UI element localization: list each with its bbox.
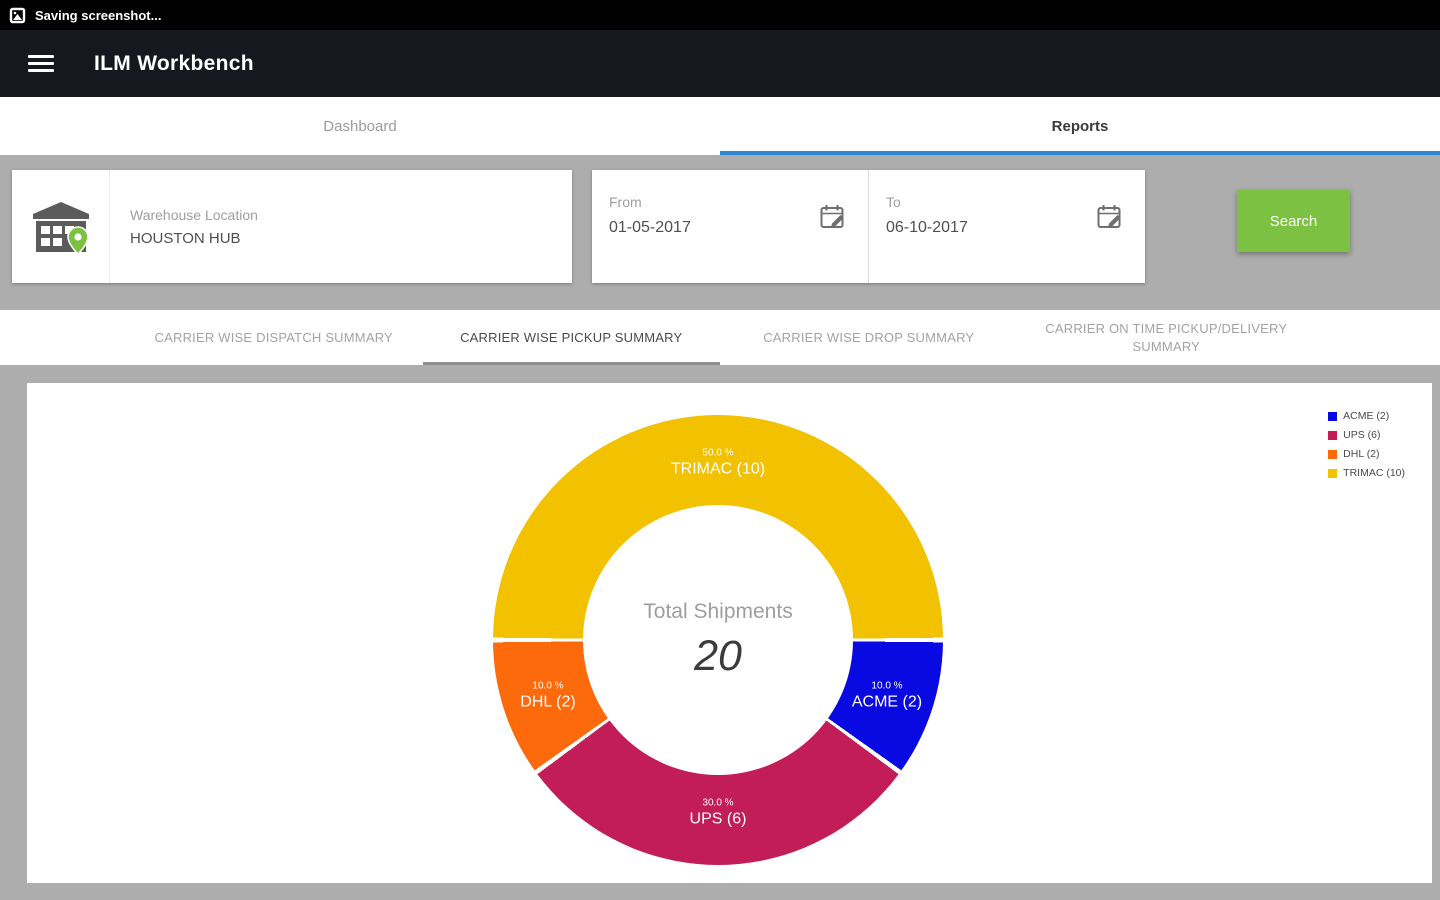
hamburger-menu-icon[interactable] <box>28 51 54 76</box>
slice-label-acme: 10.0 % ACME (2) <box>817 681 957 712</box>
donut-chart: 50.0 % TRIMAC (10) 10.0 % ACME (2) 30.0 … <box>493 415 943 865</box>
legend-label-dhl: DHL (2) <box>1343 448 1380 460</box>
warehouse-label: Warehouse Location <box>130 206 258 223</box>
app-bar: ILM Workbench <box>0 30 1440 97</box>
legend-swatch-trimac <box>1328 468 1338 478</box>
tab-reports[interactable]: Reports <box>720 97 1440 155</box>
from-calendar-icon[interactable] <box>820 204 848 231</box>
total-shipments-label: Total Shipments <box>643 599 793 623</box>
slice-label-trimac: 50.0 % TRIMAC (10) <box>648 448 788 479</box>
legend-swatch-ups <box>1328 430 1338 440</box>
report-tab-bar: CARRIER WISE DISPATCH SUMMARY CARRIER WI… <box>0 310 1440 365</box>
main-tab-bar: Dashboard Reports <box>0 97 1440 155</box>
search-button[interactable]: Search <box>1237 190 1350 252</box>
tab-carrier-drop-summary[interactable]: CARRIER WISE DROP SUMMARY <box>763 329 975 345</box>
to-label: To <box>886 194 901 210</box>
legend-label-acme: ACME (2) <box>1343 410 1390 422</box>
chart-legend: ACME (2) UPS (6) DHL (2) TRIMAC (10) <box>1328 410 1405 486</box>
legend-label-trimac: TRIMAC (10) <box>1343 467 1405 479</box>
slice-percent-ups: 30.0 % <box>702 797 734 809</box>
legend-item-acme: ACME (2) <box>1328 410 1405 422</box>
date-range-card: From 01-05-2017 To 06-10-2017 <box>592 170 1145 283</box>
donut-center: Total Shipments 20 <box>583 505 853 775</box>
slice-name-acme: ACME (2) <box>851 693 923 711</box>
legend-item-trimac: TRIMAC (10) <box>1328 467 1405 479</box>
legend-item-ups: UPS (6) <box>1328 429 1405 441</box>
slice-percent-trimac: 50.0 % <box>702 447 734 459</box>
app-title: ILM Workbench <box>94 51 254 75</box>
legend-swatch-acme <box>1328 411 1338 421</box>
total-shipments-value: 20 <box>694 631 742 680</box>
tab-carrier-dispatch-summary[interactable]: CARRIER WISE DISPATCH SUMMARY <box>154 329 393 345</box>
legend-item-dhl: DHL (2) <box>1328 448 1405 460</box>
warehouse-text: Warehouse Location HOUSTON HUB <box>110 207 258 247</box>
legend-swatch-dhl <box>1328 449 1338 459</box>
tab-carrier-pickup-summary[interactable]: CARRIER WISE PICKUP SUMMARY <box>422 310 721 365</box>
slice-label-dhl: 10.0 % DHL (2) <box>478 681 618 712</box>
warehouse-value: HOUSTON HUB <box>130 229 241 247</box>
slice-percent-acme: 10.0 % <box>871 680 903 692</box>
from-date-field[interactable]: From 01-05-2017 <box>592 170 869 283</box>
slice-percent-dhl: 10.0 % <box>532 680 564 692</box>
chart-card: ACME (2) UPS (6) DHL (2) TRIMAC (10) 50.… <box>27 383 1432 883</box>
legend-label-ups: UPS (6) <box>1343 429 1381 441</box>
slice-name-ups: UPS (6) <box>689 810 747 828</box>
from-label: From <box>609 194 642 210</box>
tab-carrier-ontime-summary[interactable]: CARRIER ON TIME PICKUP/DELIVERY SUMMARY <box>1045 320 1288 354</box>
status-text: Saving screenshot... <box>35 7 162 23</box>
slice-name-trimac: TRIMAC (10) <box>670 460 766 478</box>
to-calendar-icon[interactable] <box>1097 204 1125 231</box>
warehouse-selector[interactable]: Warehouse Location HOUSTON HUB <box>12 170 572 283</box>
screenshot-icon <box>9 7 26 23</box>
from-value: 01-05-2017 <box>609 219 691 236</box>
tab-dashboard[interactable]: Dashboard <box>323 117 397 135</box>
to-value: 06-10-2017 <box>886 219 968 236</box>
warehouse-icon <box>12 170 110 283</box>
slice-name-dhl: DHL (2) <box>520 693 576 711</box>
slice-label-ups: 30.0 % UPS (6) <box>648 798 788 829</box>
to-date-field[interactable]: To 06-10-2017 <box>869 170 1145 283</box>
status-bar: Saving screenshot... <box>0 0 1440 30</box>
